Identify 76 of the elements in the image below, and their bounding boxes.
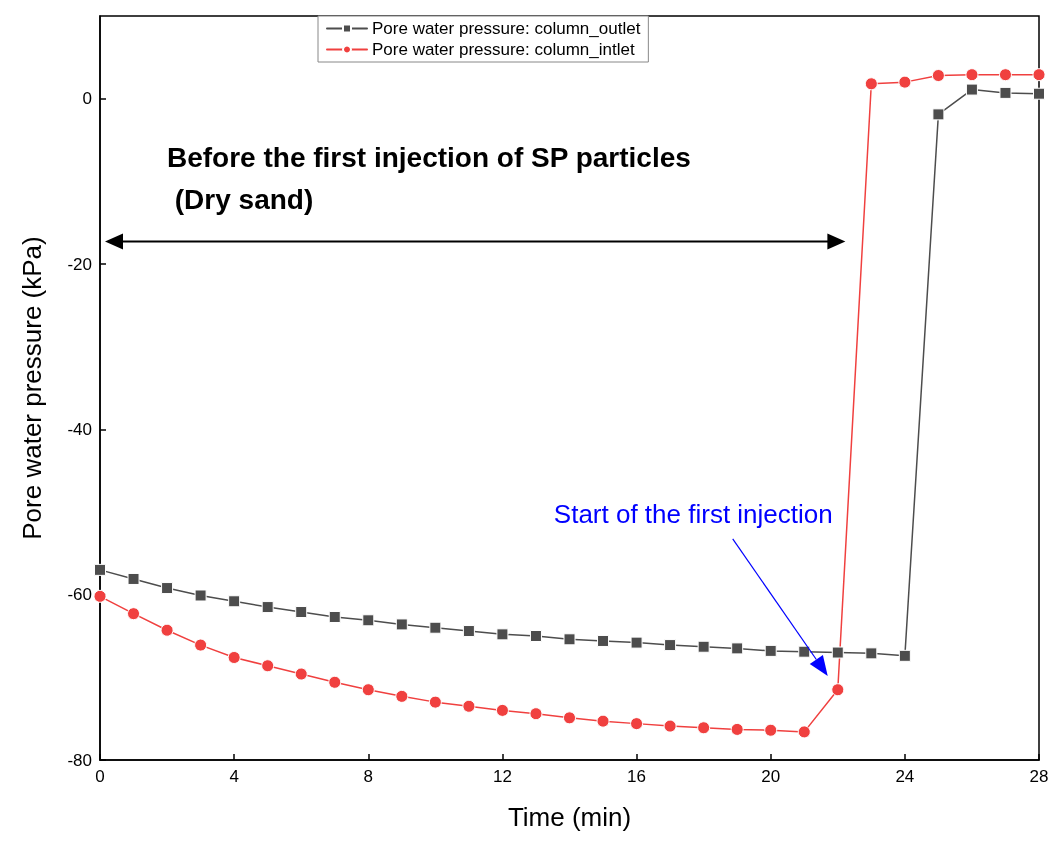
x-tick-label: 0 <box>95 767 105 786</box>
y-tick-label: -80 <box>67 750 92 770</box>
point <box>161 582 174 595</box>
point <box>261 659 275 673</box>
point <box>1033 87 1045 100</box>
point <box>630 717 644 731</box>
y-tick-label: -60 <box>67 585 92 605</box>
point <box>730 722 744 736</box>
point <box>865 647 878 660</box>
point <box>965 68 979 82</box>
annotation: Before the first injection of SP particles (Dry sand) <box>167 141 691 215</box>
point <box>495 703 509 717</box>
point <box>731 642 744 655</box>
x-tick-label: 8 <box>363 767 374 786</box>
point <box>529 707 543 721</box>
y-tick-label: 0 <box>82 89 92 109</box>
point <box>697 721 711 735</box>
point <box>797 725 811 739</box>
point <box>194 638 208 652</box>
point <box>462 699 476 713</box>
point <box>529 630 542 642</box>
point <box>462 625 475 638</box>
point <box>328 675 342 689</box>
x-tick-label: 24 <box>895 767 915 786</box>
point <box>697 640 710 653</box>
x-tick-label: 4 <box>229 767 239 786</box>
point <box>998 68 1012 82</box>
point <box>831 646 844 659</box>
point <box>361 683 375 697</box>
point <box>898 75 912 89</box>
point <box>563 711 576 725</box>
point <box>428 695 442 709</box>
point <box>663 719 677 733</box>
point <box>429 621 442 634</box>
point <box>563 633 576 646</box>
point <box>93 589 107 603</box>
point <box>864 77 878 91</box>
point <box>931 69 945 83</box>
point <box>261 601 274 614</box>
point <box>597 634 610 647</box>
x-tick-label: 12 <box>492 767 512 786</box>
x-tick-label: 16 <box>627 767 647 786</box>
point <box>764 723 778 737</box>
point <box>194 589 207 602</box>
point <box>630 636 643 649</box>
legend-label: Pore water pressure: column_outlet <box>372 19 641 38</box>
point <box>898 649 911 662</box>
x-axis-title: Time (min) <box>507 802 632 832</box>
point <box>94 563 106 576</box>
point <box>395 618 408 631</box>
legend-label: Pore water pressure: column_intlet <box>372 40 635 59</box>
point <box>328 610 341 623</box>
x-tick-label: 28 <box>1029 767 1049 786</box>
point <box>227 651 241 664</box>
point <box>362 614 375 627</box>
point <box>596 714 610 728</box>
annotation: Start of the first injection <box>553 498 833 529</box>
point <box>395 689 409 703</box>
point <box>932 108 945 121</box>
y-tick-label: -40 <box>67 419 92 439</box>
point <box>831 683 845 697</box>
point <box>295 606 308 619</box>
y-tick-label: -20 <box>67 254 92 274</box>
point <box>1032 68 1046 82</box>
point <box>798 645 811 658</box>
point <box>965 83 978 96</box>
point <box>294 667 308 681</box>
x-tick-label: 20 <box>761 767 781 786</box>
point <box>228 595 241 608</box>
point <box>496 628 509 641</box>
point <box>127 607 141 621</box>
point <box>764 644 777 657</box>
point <box>160 623 174 637</box>
point <box>664 639 677 652</box>
point <box>999 86 1012 99</box>
y-axis-title: Pore water pressure (kPa) <box>17 236 47 540</box>
